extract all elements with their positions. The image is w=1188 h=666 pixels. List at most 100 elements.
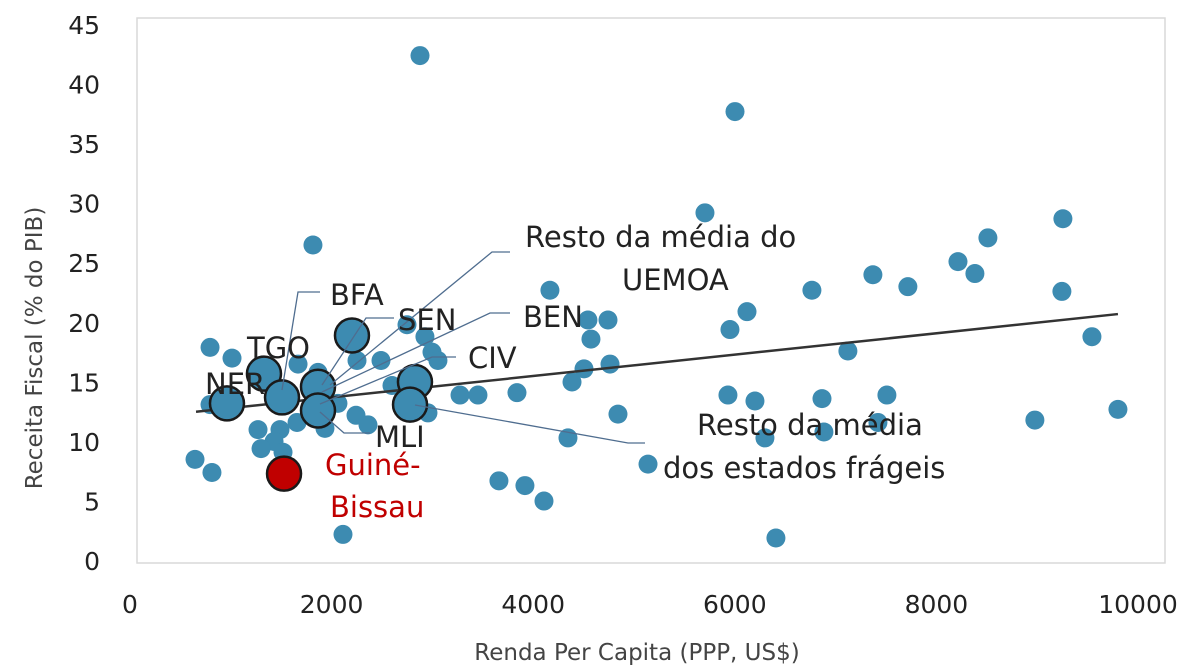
point (410, 46, 430, 66)
point (863, 265, 883, 285)
annotation: CIV (468, 341, 517, 375)
point (540, 280, 560, 300)
point (185, 449, 205, 469)
leader-line (321, 317, 394, 386)
point (397, 315, 417, 335)
point (745, 391, 765, 411)
point (877, 385, 897, 405)
point (802, 280, 822, 300)
y-tick-label: 15 (68, 368, 100, 397)
annotation: BEN (523, 300, 583, 334)
annotation: MLI (375, 420, 425, 454)
x-tick-label: 8000 (905, 590, 969, 619)
point (578, 310, 598, 330)
point (515, 476, 535, 496)
point (358, 415, 378, 435)
point (347, 351, 367, 371)
point (534, 491, 554, 511)
point (222, 348, 242, 368)
point (720, 320, 740, 340)
trend-line (195, 312, 1119, 413)
point (248, 420, 268, 440)
annotation: Guiné- (325, 448, 421, 482)
y-tick-label: 45 (68, 11, 100, 40)
point (251, 439, 271, 459)
point (468, 385, 488, 405)
point (725, 102, 745, 122)
point (755, 428, 775, 448)
point (868, 412, 888, 432)
y-tick-label: 20 (68, 309, 100, 338)
point (581, 329, 601, 349)
x-tick-label: 0 (122, 590, 138, 619)
highlight-point (208, 385, 246, 422)
annotation: UEMOA (622, 263, 729, 297)
point (1053, 209, 1073, 229)
point (507, 383, 527, 403)
leader-line (281, 291, 320, 391)
annotations: Resto da média do UEMOA BFA SEN BEN CIV … (205, 220, 945, 524)
annotation: SEN (398, 303, 456, 337)
annotation: Resto da média (697, 408, 923, 442)
highlight-point (263, 379, 301, 416)
annotation: NER (205, 367, 265, 401)
point (695, 203, 715, 223)
y-tick-label: 10 (68, 428, 100, 457)
annotation: Bissau (330, 490, 424, 524)
point (838, 341, 858, 361)
point (333, 524, 353, 544)
annotation: Resto da média do (525, 220, 796, 254)
plot-area (185, 46, 1128, 548)
point (965, 264, 985, 284)
point (598, 310, 618, 330)
leader-lines (281, 251, 645, 444)
point (608, 404, 628, 424)
point (766, 528, 786, 548)
point (562, 372, 582, 392)
annotation: TGO (246, 331, 310, 365)
point (718, 385, 738, 405)
y-tick-label: 5 (84, 487, 100, 516)
y-tick-label: 40 (68, 71, 100, 100)
leader-line (329, 251, 510, 386)
point (574, 359, 594, 379)
y-tick-label: 0 (84, 547, 100, 576)
point (1108, 399, 1128, 419)
point (812, 389, 832, 409)
annotation: BFA (330, 278, 384, 312)
point (1082, 327, 1102, 347)
plot-frame (136, 17, 1166, 564)
point (202, 462, 222, 482)
y-tick-label: 30 (68, 190, 100, 219)
y-tick-label: 25 (68, 249, 100, 278)
y-axis-label: Receita Fiscal (% do PIB) (22, 207, 48, 490)
x-tick-label: 10000 (1098, 590, 1178, 619)
point (737, 302, 757, 322)
point (948, 252, 968, 272)
point (200, 337, 220, 357)
leader-line (319, 411, 370, 434)
point (303, 235, 323, 255)
x-tick-label: 6000 (703, 590, 767, 619)
point (1052, 281, 1072, 301)
x-tick-label: 4000 (501, 590, 565, 619)
highlight-point (391, 386, 429, 423)
point (898, 277, 918, 297)
x-tick-label: 2000 (300, 590, 364, 619)
highlight-point (299, 392, 337, 429)
x-axis-label: Renda Per Capita (PPP, US$) (474, 640, 799, 666)
y-tick-label: 35 (68, 130, 100, 159)
point (600, 354, 620, 374)
point (428, 351, 448, 371)
point (288, 354, 308, 374)
leader-line (321, 312, 510, 393)
highlight-point (333, 317, 371, 354)
point (450, 385, 470, 405)
point (1025, 410, 1045, 430)
leader-line (414, 404, 645, 444)
point (489, 471, 509, 491)
point (638, 454, 658, 474)
highlight-point (265, 455, 303, 492)
point (371, 351, 391, 371)
